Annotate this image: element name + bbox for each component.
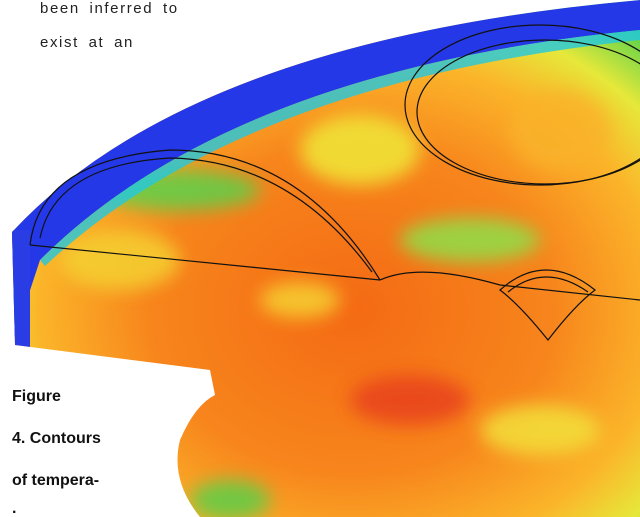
- figure-caption-line: 4. Contours: [12, 430, 101, 448]
- page: been inferred to exist at an Figure 4. C…: [0, 0, 640, 517]
- figure-caption-line: Figure: [12, 388, 61, 406]
- figure-caption-line: .: [12, 500, 16, 517]
- body-text-line: been inferred to: [40, 0, 179, 17]
- figure-caption-line: of tempera-: [12, 472, 99, 490]
- body-text-line: exist at an: [40, 34, 134, 51]
